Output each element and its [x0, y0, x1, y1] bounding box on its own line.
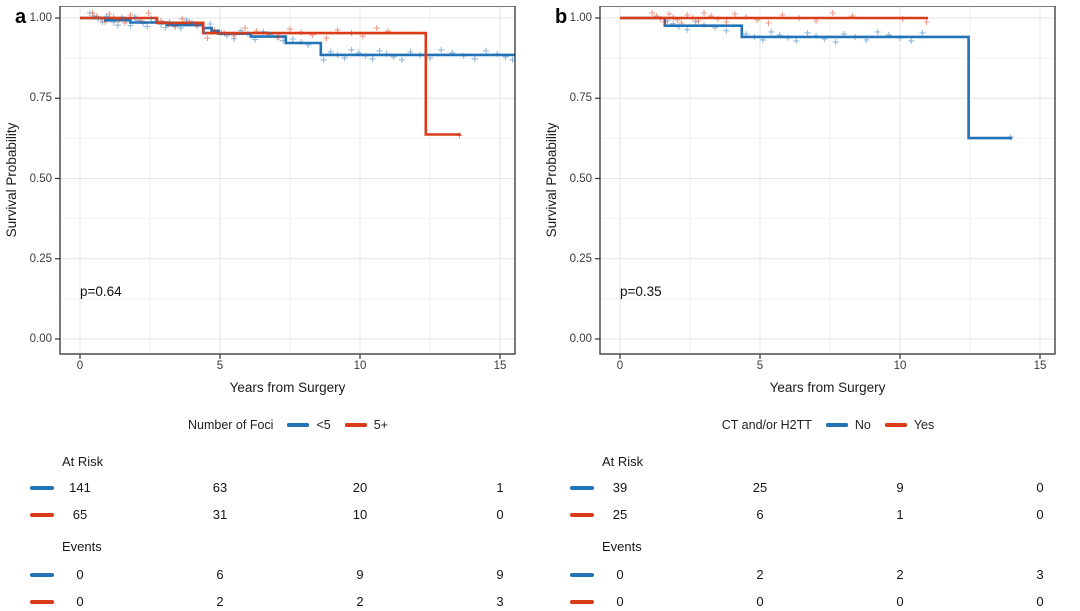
risk-count: 2	[756, 567, 764, 582]
legend-title: Number of Foci	[188, 418, 274, 432]
legend-label: Yes	[913, 418, 935, 432]
risk-count: 65	[72, 507, 88, 522]
legend-title: CT and/or H2TT	[721, 418, 812, 432]
risk-count: 1	[496, 480, 504, 495]
risk-count: 0	[1036, 480, 1044, 495]
risk-count: 25	[752, 480, 768, 495]
legend-item: 5+	[344, 418, 388, 432]
x-tick-label: 15	[493, 360, 507, 372]
x-tick-label: 5	[216, 360, 224, 372]
km-plot-a	[55, 6, 516, 359]
risk-count: 20	[352, 480, 368, 495]
risk-count: 6	[216, 567, 224, 582]
risk-count: 0	[496, 507, 504, 522]
x-tick-label: 10	[893, 360, 907, 372]
risk-table-row: 25 6 1 0	[540, 506, 1080, 524]
risk-count: 6	[756, 507, 764, 522]
x-tick-label: 5	[756, 360, 764, 372]
x-axis-title: Years from Surgery	[769, 380, 886, 395]
risk-count: 0	[616, 594, 624, 609]
risk-count: 9	[496, 567, 504, 582]
legend-key-line	[344, 423, 367, 427]
risk-count: 0	[1036, 507, 1044, 522]
risk-count: 0	[616, 567, 624, 582]
panel-b: b Survival Probability 1.00 0.75 0.50 0.25 0…	[540, 0, 1080, 611]
risk-count: 0	[896, 594, 904, 609]
panel-a: a Survival Probability 1.00 0.75 0.50 0.25 0…	[0, 6, 540, 611]
series-marker	[570, 513, 594, 517]
p-value: p=0.64	[80, 284, 122, 299]
y-tick-label: 0.25	[29, 252, 52, 265]
x-tick-label: 15	[1033, 360, 1047, 372]
risk-count: 2	[356, 594, 364, 609]
at-risk-label: At Risk	[602, 454, 644, 469]
risk-table-row: 39 25 9 0	[540, 479, 1080, 497]
series-marker	[570, 486, 594, 490]
risk-count: 1	[896, 507, 904, 522]
legend-key-line	[825, 423, 848, 427]
risk-count: 9	[356, 567, 364, 582]
risk-table-row: 0 2 2 3	[540, 566, 1080, 584]
legend: CT and/or H2TT No Yes	[558, 418, 1080, 432]
risk-count: 0	[1036, 594, 1044, 609]
panel-label-a: a	[15, 6, 27, 28]
panel-label-b: b	[555, 6, 568, 28]
legend-label: No	[854, 418, 871, 432]
risk-count: 9	[896, 480, 904, 495]
series-marker	[570, 573, 594, 577]
x-axis-title: Years from Surgery	[229, 380, 346, 395]
risk-count: 31	[212, 507, 228, 522]
events-label: Events	[62, 539, 102, 554]
series-marker	[570, 600, 594, 604]
y-tick-label: 0.00	[29, 333, 52, 345]
risk-table-row: 0 0 0 0	[540, 593, 1080, 611]
x-tick-label: 10	[353, 360, 367, 372]
at-risk-label: At Risk	[62, 454, 104, 469]
legend: Number of Foci <5 5+	[18, 418, 558, 432]
legend-label: 5+	[373, 418, 388, 432]
x-tick-label: 0	[616, 360, 624, 372]
risk-count: 0	[76, 594, 84, 609]
risk-count: 39	[612, 480, 628, 495]
risk-count: 63	[212, 480, 228, 495]
risk-table-row: 0 6 9 9	[0, 566, 540, 584]
legend-item: <5	[287, 418, 331, 432]
legend-item: No	[825, 418, 871, 432]
risk-count: 2	[216, 594, 224, 609]
series-marker	[30, 600, 54, 604]
risk-count: 0	[76, 567, 84, 582]
legend-key-line	[884, 423, 907, 427]
km-plot-b	[595, 6, 1056, 359]
p-value: p=0.35	[620, 284, 662, 299]
y-tick-label: 0.25	[569, 252, 592, 265]
y-tick-label: 0.75	[569, 92, 592, 105]
events-label: Events	[602, 539, 642, 554]
series-marker	[30, 573, 54, 577]
risk-count: 3	[1036, 567, 1044, 582]
y-tick-label: 1.00	[569, 12, 592, 24]
series-marker	[30, 513, 54, 517]
risk-table-row: 0 2 2 3	[0, 593, 540, 611]
risk-count: 3	[496, 594, 504, 609]
risk-table-row: 65 31 10 0	[0, 506, 540, 524]
y-tick-label: 0.50	[569, 172, 592, 185]
y-tick-label: 0.50	[29, 172, 52, 185]
risk-count: 2	[896, 567, 904, 582]
legend-label: <5	[316, 418, 331, 432]
legend-key-line	[287, 423, 310, 427]
series-marker	[30, 486, 54, 490]
risk-count: 10	[352, 507, 368, 522]
risk-count: 0	[756, 594, 764, 609]
y-tick-label: 0.75	[29, 92, 52, 105]
y-tick-label: 0.00	[569, 333, 592, 345]
risk-count: 141	[69, 480, 91, 495]
risk-table-row: 141 63 20 1	[0, 479, 540, 497]
risk-count: 25	[612, 507, 628, 522]
x-tick-label: 0	[76, 360, 84, 372]
y-tick-label: 1.00	[29, 12, 52, 24]
legend-item: Yes	[884, 418, 935, 432]
